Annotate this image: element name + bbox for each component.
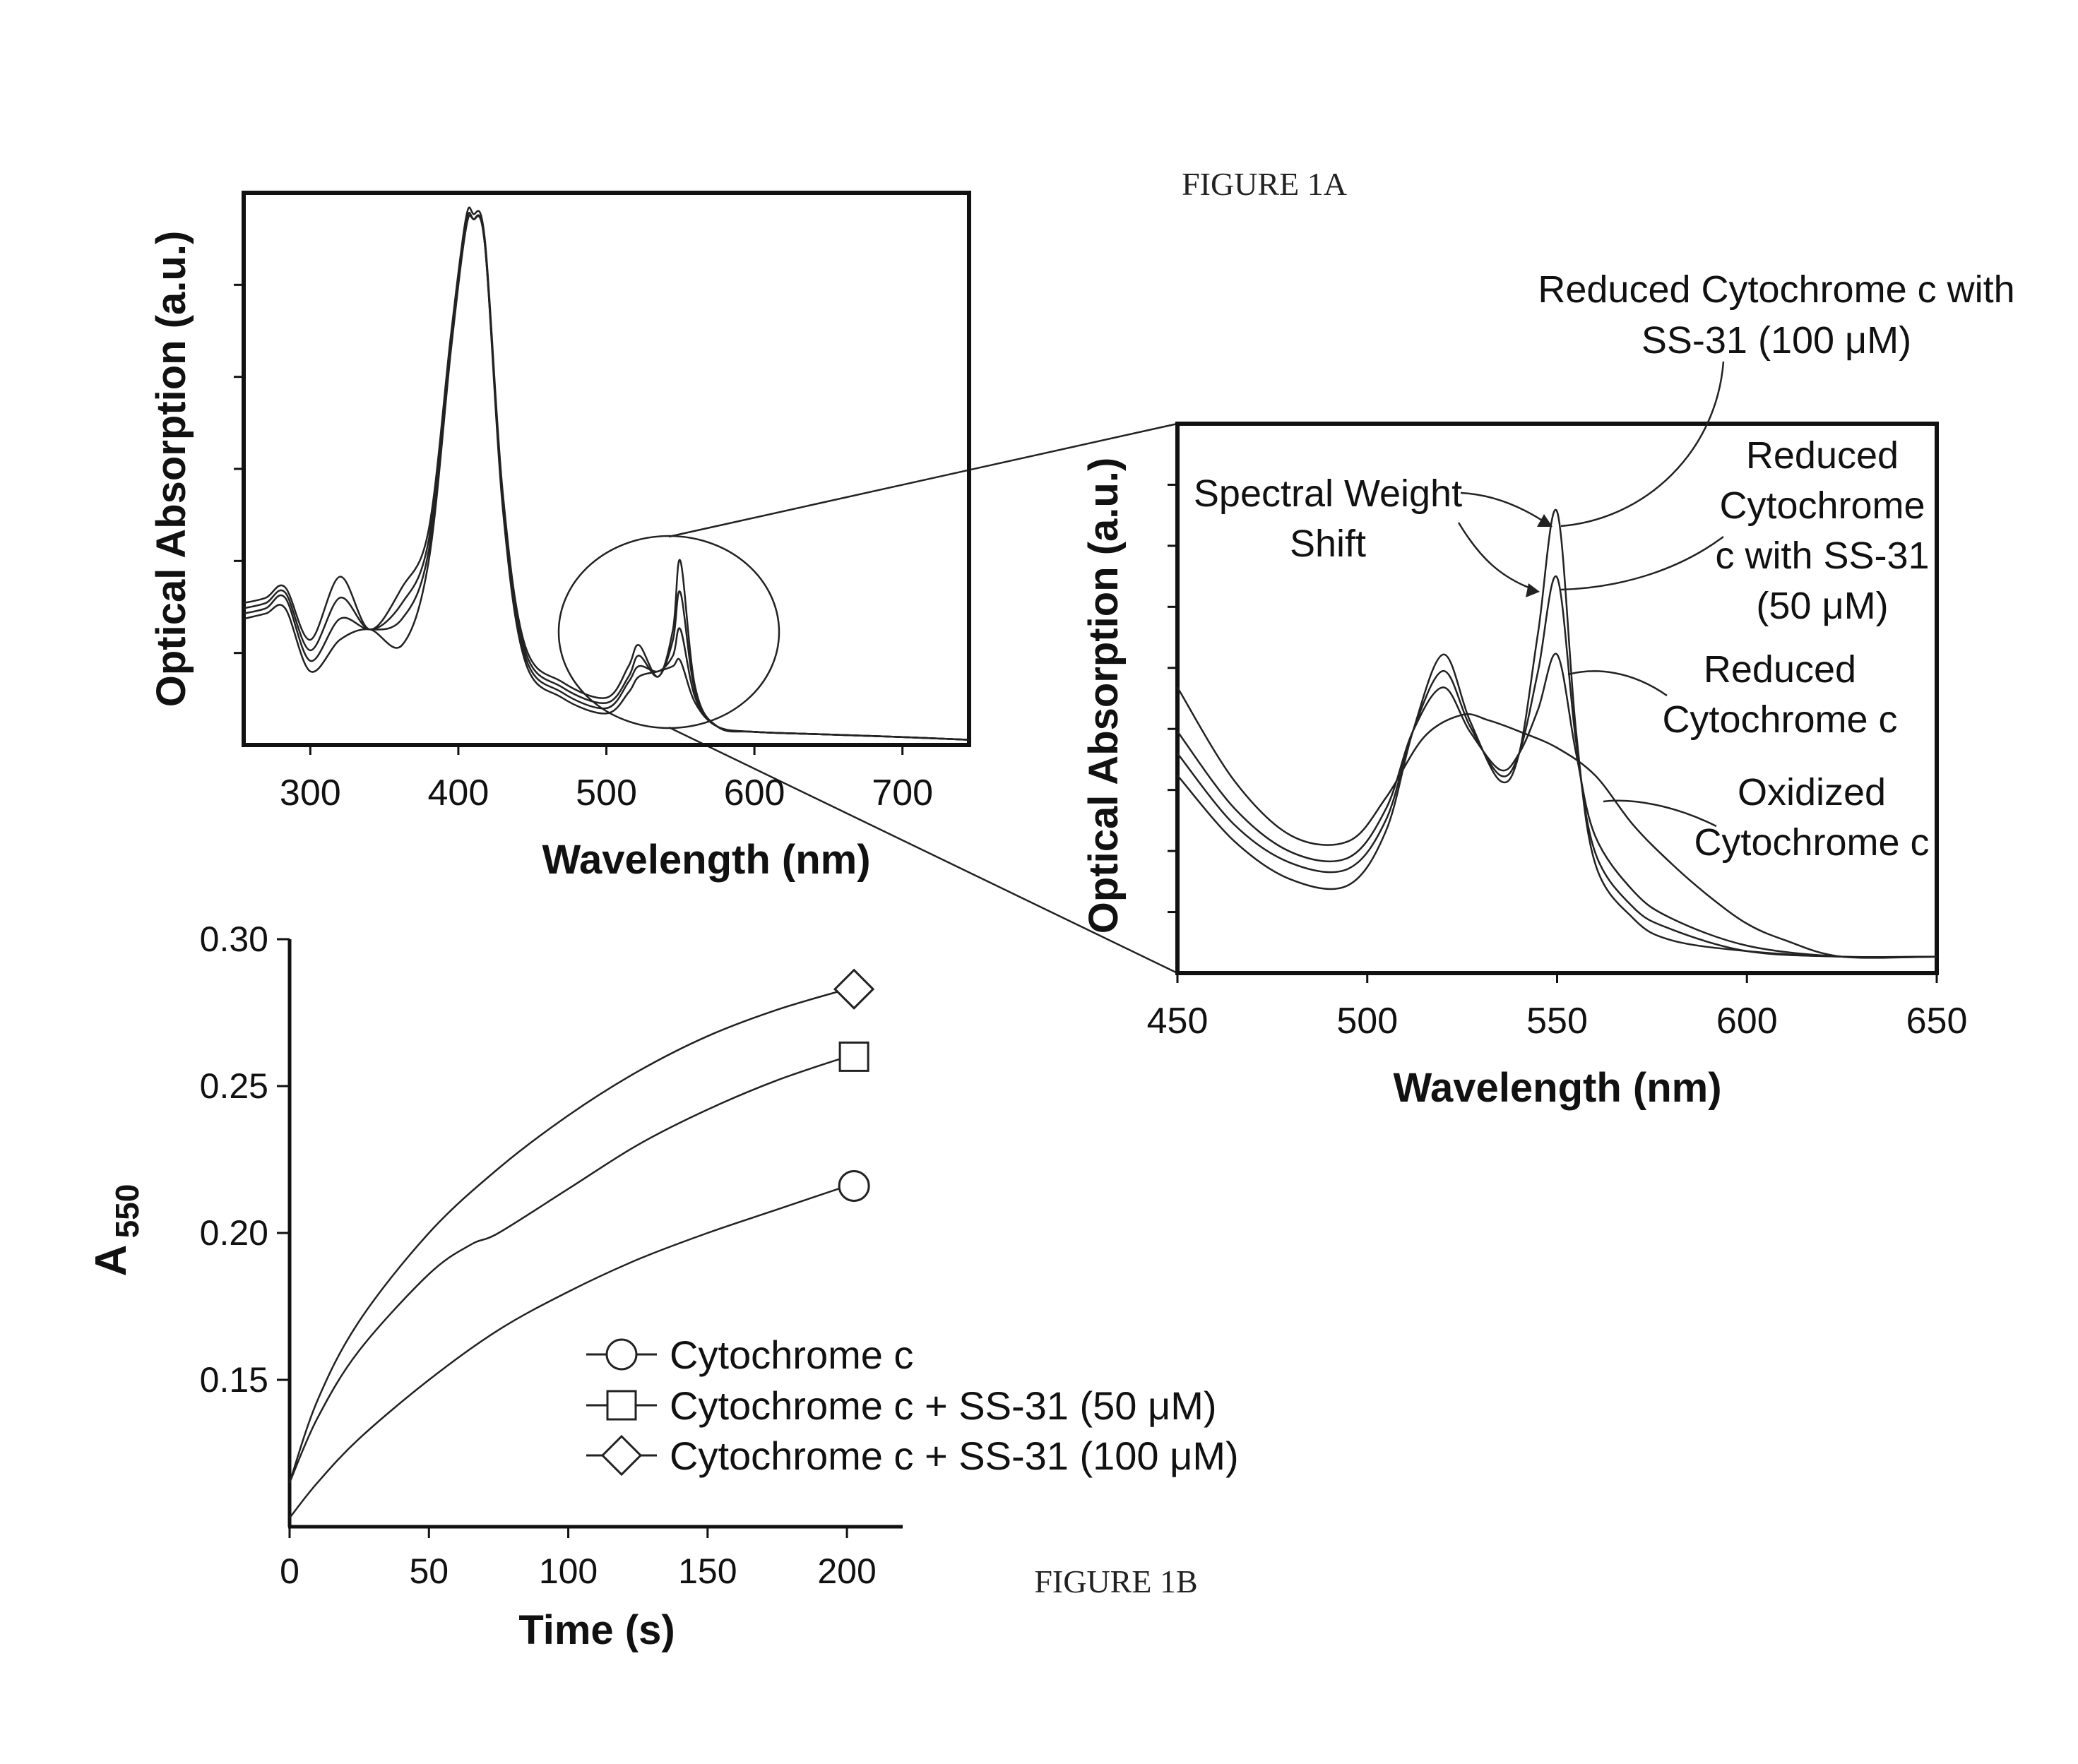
full-spectrum-x-axis-label: Wavelength (nm) [542, 837, 870, 883]
y-tick-label: 0.30 [200, 919, 268, 959]
zoom-ellipse [559, 536, 779, 728]
legend-label: Cytochrome c + SS-31 (100 μM) [670, 1434, 1239, 1478]
kinetics-markers [835, 970, 873, 1201]
spectrum-line [244, 215, 969, 740]
kinetics-y-axis-label: A 550 [87, 1184, 146, 1277]
leader-spectral-to-peak50 [1459, 523, 1534, 590]
x-tick-label: 100 [539, 1551, 598, 1591]
annotation-reduced-100-line1: Reduced Cytochrome c with [1538, 268, 2014, 311]
annotation-reduced-50-line4: (50 μM) [1756, 585, 1888, 627]
annotation-leader-lines [1459, 362, 1723, 826]
square-marker [840, 1042, 868, 1071]
legend-entry-ss31-50: Cytochrome c + SS-31 (50 μM) [586, 1383, 1217, 1428]
square-marker-icon [607, 1391, 636, 1419]
zoomed-spectrum-x-ticks: 450 500 550 600 650 [1147, 973, 1968, 1042]
kinetics-y-ticks: 0.15 0.20 0.25 0.30 [200, 919, 290, 1400]
spectrum-line [244, 213, 969, 739]
zoomed-spectrum-chart: 450 500 550 600 650 Wavelength (nm) Optical … [1081, 268, 2015, 1111]
leader-reduced-50 [1561, 537, 1723, 590]
legend-entry-cytochrome-c: Cytochrome c [586, 1333, 913, 1377]
annotation-oxidized-line1: Oxidized [1738, 771, 1886, 814]
kinetics-x-axis-label: Time (s) [518, 1607, 675, 1653]
kinetics-y-axis-label-main: A [87, 1245, 136, 1277]
annotation-reduced-50-line2: Cytochrome [1719, 484, 1925, 527]
x-tick-label: 700 [872, 773, 933, 814]
spectrum-line [244, 215, 969, 740]
arrowhead-peak50 [1526, 583, 1540, 597]
zoomed-spectrum-x-axis-label: Wavelength (nm) [1393, 1065, 1721, 1111]
x-tick-label: 650 [1906, 1001, 1968, 1042]
x-tick-label: 200 [817, 1551, 876, 1591]
x-tick-label: 500 [576, 773, 637, 814]
annotation-reduced-line1: Reduced [1704, 648, 1856, 691]
leader-reduced-100 [1561, 362, 1723, 526]
annotation-spectral-weight-line1: Spectral Weight [1194, 472, 1462, 515]
annotation-reduced-50-line1: Reduced [1746, 434, 1899, 477]
figure-1a-label: FIGURE 1A [1182, 166, 1347, 202]
leader-reduced [1568, 671, 1667, 696]
legend-label: Cytochrome c + SS-31 (50 μM) [670, 1383, 1217, 1428]
zoomed-spectrum-annotations: Reduced Cytochrome c with SS-31 (100 μM)… [1194, 268, 2015, 864]
arrowhead-peak100 [1537, 514, 1552, 527]
x-tick-label: 150 [678, 1551, 737, 1591]
full-spectrum-plot-frame [244, 193, 969, 745]
circle-marker-icon [607, 1340, 636, 1369]
zoomed-spectrum-y-axis-label: Optical Absorption (a.u.) [1081, 458, 1127, 934]
circle-marker [839, 1171, 869, 1200]
figure-1b-label: FIGURE 1B [1034, 1563, 1197, 1599]
kinetics-chart: 0.15 0.20 0.25 0.30 0 50 100 150 200 Time (s) A… [87, 919, 1239, 1653]
y-tick-label: 0.25 [200, 1066, 268, 1106]
x-tick-label: 600 [1716, 1001, 1778, 1042]
full-spectrum-chart: 300 400 500 600 700 Wavelength (nm) Optical … [148, 193, 969, 883]
x-tick-label: 500 [1336, 1001, 1398, 1042]
full-spectrum-x-ticks: 300 400 500 600 700 [280, 745, 933, 814]
spectrum-line [1177, 576, 1937, 957]
diamond-marker [835, 970, 873, 1008]
x-tick-label: 400 [428, 773, 489, 814]
kinetics-x-ticks: 0 50 100 150 200 [280, 1527, 877, 1591]
diamond-marker-icon [602, 1436, 641, 1474]
spectrum-line [244, 208, 969, 740]
annotation-reduced-line2: Cytochrome c [1662, 698, 1897, 741]
kinetics-legend: Cytochrome c Cytochrome c + SS-31 (50 μM… [586, 1333, 1239, 1478]
x-tick-label: 0 [280, 1551, 299, 1591]
y-tick-label: 0.15 [200, 1360, 268, 1400]
x-tick-label: 450 [1147, 1001, 1209, 1042]
x-tick-label: 50 [409, 1551, 449, 1591]
full-spectrum-y-axis-label: Optical Absorption (a.u.) [148, 231, 194, 708]
kinetics-y-axis-label-sub: 550 [109, 1184, 146, 1239]
x-tick-label: 600 [724, 773, 785, 814]
y-tick-label: 0.20 [200, 1213, 268, 1253]
annotation-arrowheads [1526, 514, 1552, 597]
leader-spectral-to-peak100 [1461, 493, 1545, 523]
full-spectrum-series [244, 208, 969, 740]
legend-entry-ss31-100: Cytochrome c + SS-31 (100 μM) [586, 1434, 1239, 1478]
legend-label: Cytochrome c [670, 1333, 913, 1377]
annotation-reduced-50-line3: c with SS-31 [1715, 535, 1929, 577]
annotation-oxidized-line2: Cytochrome c [1694, 821, 1929, 864]
annotation-reduced-100-line2: SS-31 (100 μM) [1641, 319, 1911, 362]
x-tick-label: 550 [1526, 1001, 1588, 1042]
x-tick-label: 300 [280, 773, 341, 814]
annotation-spectral-weight-line2: Shift [1290, 523, 1366, 565]
